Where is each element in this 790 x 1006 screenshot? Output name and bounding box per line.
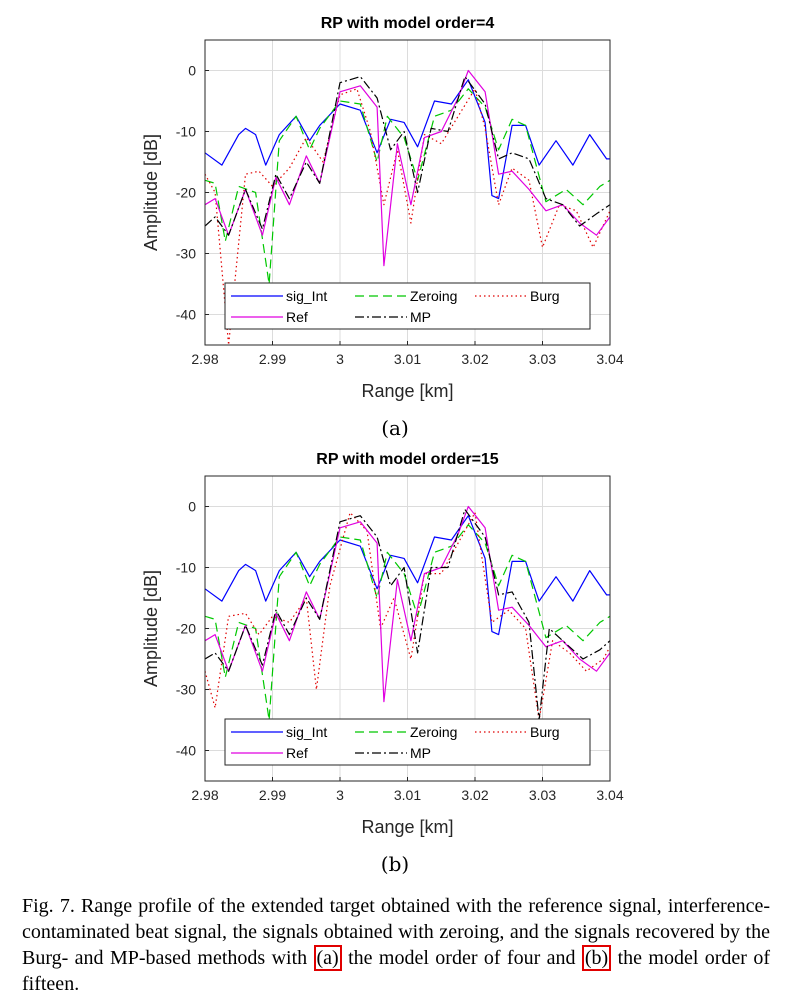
subfigure-label-b: (b) [380,852,410,876]
range-profile-chart-b: 2.98 2.99 3 3.01 3.02 3.03 3.04 0 -10 -20 -30 -40 RP… [141,451,624,837]
x-tick-label: 3.01 [394,351,421,367]
caption-text-middle: the model order of four and [341,947,582,969]
series-line-burg [205,511,610,721]
y-tick-label: -10 [176,560,196,576]
chart-title: RP with model order=15 [316,451,499,468]
series-line-ref [205,69,610,267]
series-line-burg [205,88,610,345]
series-line-ref [205,505,610,703]
series-line-zeroing [205,524,610,721]
series-line-sig-int [205,515,610,636]
y-tick-label: 0 [188,63,196,79]
x-tick-label: 3.04 [596,787,623,803]
range-profile-chart-a: 2.98 2.99 3 3.01 3.02 3.03 3.04 0 -10 -20 -30 -40 RP… [141,15,624,401]
figure-a: 2.98 2.99 3 3.01 3.02 3.03 3.04 0 -10 -20 -30 -40 RP… [0,0,790,410]
x-tick-label: 2.98 [191,787,218,803]
chart-title: RP with model order=4 [321,15,495,32]
y-tick-label: -10 [176,124,196,140]
y-tick-label: -20 [176,621,196,637]
y-axis-label: Amplitude [dB] [141,134,161,251]
legend-label-mp: MP [410,745,431,761]
caption-ref-b[interactable]: (b) [581,945,612,971]
x-axis-label: Range [km] [361,817,453,837]
x-tick-label: 3 [336,787,344,803]
legend-box [224,718,591,766]
y-tick-label: -30 [176,246,196,262]
x-tick-label: 3.02 [461,351,488,367]
x-tick-label: 3.03 [529,351,556,367]
series-line-sig-int [205,79,610,200]
y-axis-label: Amplitude [dB] [141,570,161,687]
y-tick-label: -20 [176,185,196,201]
y-tick-label: -30 [176,682,196,698]
legend-box [224,282,591,330]
legend-label-burg: Burg [530,724,560,740]
x-tick-label: 3.02 [461,787,488,803]
x-tick-label: 2.99 [259,787,286,803]
caption-text-before: Fig. 7. Range profile of the extended ta… [22,895,770,969]
x-tick-label: 3.04 [596,351,623,367]
subfigure-label-a: (a) [381,416,409,440]
legend-label-ref: Ref [286,309,308,325]
legend-label-mp: MP [410,309,431,325]
y-tick-label: -40 [176,743,196,759]
figure-b: 2.98 2.99 3 3.01 3.02 3.03 3.04 0 -10 -20 -30 -40 RP… [0,436,790,846]
series-line-mp [205,508,610,721]
x-tick-label: 3.03 [529,787,556,803]
x-tick-label: 2.98 [191,351,218,367]
caption-text-after: the model order of fifteen. [22,947,771,995]
legend-label-zeroing: Zeroing [410,724,457,740]
legend-label-zeroing: Zeroing [410,288,457,304]
series-line-zeroing [205,88,610,285]
legend-label-sig-int: sig_Int [286,724,327,740]
caption-ref-a[interactable]: (a) [313,945,342,971]
y-tick-label: 0 [188,499,196,515]
x-tick-label: 2.99 [259,351,286,367]
y-tick-label: -40 [176,307,196,323]
series-line-mp [205,75,610,236]
legend-label-ref: Ref [286,745,308,761]
legend-label-burg: Burg [530,288,560,304]
legend-label-sig-int: sig_Int [286,288,327,304]
x-tick-label: 3.01 [394,787,421,803]
figure-caption: Fig. 7. Range profile of the extended ta… [22,893,770,997]
x-tick-label: 3 [336,351,344,367]
x-axis-label: Range [km] [361,381,453,401]
